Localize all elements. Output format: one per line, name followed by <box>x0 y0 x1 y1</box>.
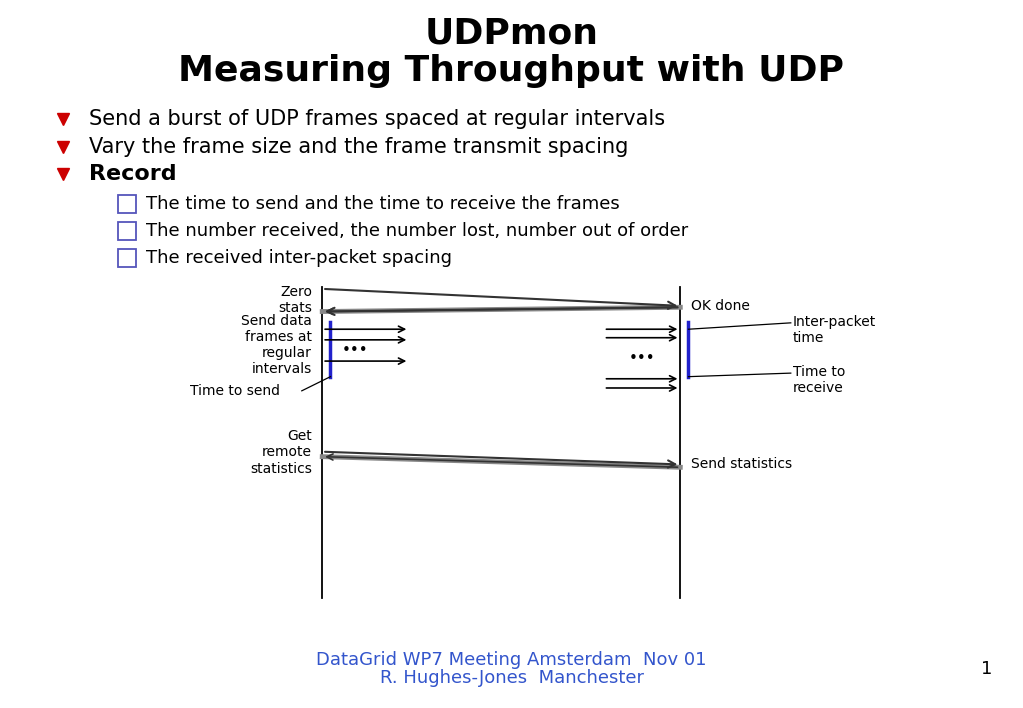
Text: Send data
frames at
regular
intervals: Send data frames at regular intervals <box>241 314 312 377</box>
Text: •••: ••• <box>628 350 656 366</box>
Bar <box>118 222 136 240</box>
Text: DataGrid WP7 Meeting Amsterdam  Nov 01: DataGrid WP7 Meeting Amsterdam Nov 01 <box>316 651 707 669</box>
Text: Inter-packet
time: Inter-packet time <box>793 315 876 345</box>
Text: Send statistics: Send statistics <box>691 457 792 471</box>
Text: Measuring Throughput with UDP: Measuring Throughput with UDP <box>178 54 845 88</box>
Bar <box>118 249 136 267</box>
Text: Vary the frame size and the frame transmit spacing: Vary the frame size and the frame transm… <box>89 137 628 156</box>
Text: Time to
receive: Time to receive <box>793 365 845 395</box>
Text: OK done: OK done <box>691 299 750 313</box>
Text: UDPmon: UDPmon <box>425 17 598 51</box>
Text: Record: Record <box>89 164 177 184</box>
Text: 1: 1 <box>981 660 992 678</box>
Text: •••: ••• <box>342 343 369 358</box>
Text: R. Hughes-Jones  Manchester: R. Hughes-Jones Manchester <box>380 668 643 687</box>
Text: Send a burst of UDP frames spaced at regular intervals: Send a burst of UDP frames spaced at reg… <box>89 109 665 129</box>
Text: The received inter-packet spacing: The received inter-packet spacing <box>146 249 452 267</box>
Text: Time to send: Time to send <box>190 384 280 398</box>
Bar <box>118 195 136 213</box>
Text: Zero
stats: Zero stats <box>278 285 312 315</box>
Text: Get
remote
statistics: Get remote statistics <box>251 429 312 476</box>
Text: The number received, the number lost, number out of order: The number received, the number lost, nu… <box>146 222 688 240</box>
Text: The time to send and the time to receive the frames: The time to send and the time to receive… <box>146 195 620 213</box>
